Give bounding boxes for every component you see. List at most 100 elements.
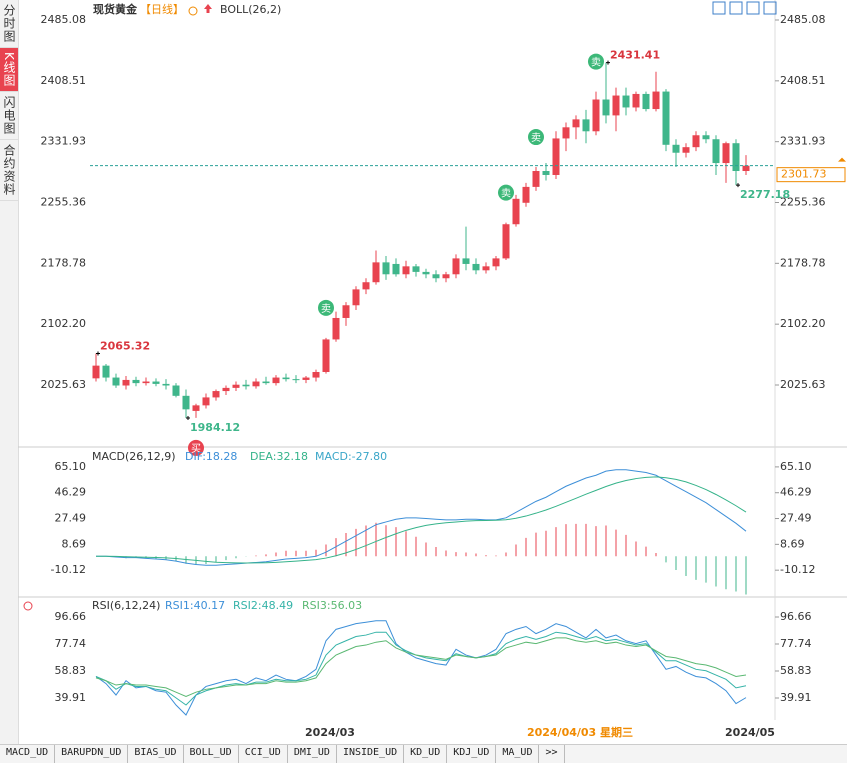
series-line	[96, 469, 747, 566]
y-tick-label: 46.29	[55, 486, 87, 499]
candle-body	[412, 266, 420, 272]
candle-body	[592, 99, 600, 132]
y-tick-label: 2331.93	[780, 135, 826, 148]
y-tick-label: 2102.20	[41, 317, 87, 330]
candle-body	[732, 143, 740, 172]
y-tick-label: -10.12	[51, 563, 86, 576]
macd-title: MACD(26,12,9)	[92, 450, 176, 463]
candle-body	[242, 384, 250, 387]
y-tick-label: 96.66	[55, 610, 87, 623]
candle-body	[542, 171, 550, 175]
candle-body	[382, 262, 390, 275]
candle-body	[282, 377, 290, 380]
icon[interactable]	[188, 6, 198, 16]
icon[interactable]	[23, 601, 33, 611]
candle-body	[332, 317, 340, 340]
current-price: 2301.73	[781, 168, 827, 181]
price-box	[776, 167, 846, 183]
indicator-tab[interactable]: INSIDE_UD	[337, 745, 405, 763]
indicator-tab[interactable]: KDJ_UD	[447, 745, 497, 763]
side-tab[interactable]: K线图	[0, 48, 18, 92]
y-tick-label: 2485.08	[780, 13, 826, 26]
annotation-marker	[96, 351, 100, 356]
chart-title: 现货黄金	[93, 2, 138, 16]
x-tick-label: 2024/04/03 星期三	[527, 725, 633, 739]
candle-body	[552, 138, 560, 175]
candle-body	[192, 405, 200, 411]
toolbar-icons[interactable]	[712, 1, 777, 15]
side-tab[interactable]: 闪电图	[0, 92, 18, 140]
y-tick-label: 58.83	[780, 664, 812, 677]
candle-body	[702, 135, 710, 140]
indicator-tab[interactable]: BARUPDN_UD	[55, 745, 129, 763]
indicator-tab[interactable]: MACD_UD	[0, 745, 56, 763]
candle-body	[312, 371, 320, 378]
candle-body	[622, 95, 630, 108]
chart: 现货黄金 【日线】 BOLL(26,2) MACD(26,12,9) RSI(6…	[18, 0, 847, 739]
indicator-tab[interactable]: DMI_UD	[288, 745, 337, 763]
annotation: 1984.12	[190, 421, 240, 434]
annotation: 2431.41	[610, 49, 660, 62]
period: 【日线】	[140, 2, 184, 16]
candle-body	[292, 379, 300, 381]
candle-body	[342, 305, 350, 318]
candle-body	[122, 379, 130, 386]
signal-label: 卖	[501, 188, 511, 200]
candle-body	[92, 365, 100, 379]
annotation-marker	[606, 60, 610, 65]
candle-body	[652, 91, 660, 110]
series-line	[95, 631, 747, 706]
candle-body	[452, 258, 460, 275]
signal-label: 买	[191, 443, 201, 455]
candle-body	[112, 377, 120, 386]
candle-body	[212, 391, 220, 398]
candle-body	[512, 198, 520, 225]
indicator-tab[interactable]: >>	[539, 745, 565, 763]
candle-body	[272, 377, 280, 384]
signal	[588, 53, 604, 70]
signal	[528, 129, 544, 146]
y-tick-label: 2408.51	[780, 74, 826, 87]
candle-body	[142, 381, 150, 384]
y-tick-label: 39.91	[780, 691, 812, 704]
candle-body	[322, 339, 330, 372]
candle-body	[482, 266, 490, 271]
indicator-tab[interactable]: MA_UD	[496, 745, 540, 763]
y-tick-label: 77.74	[55, 637, 87, 650]
y-tick-label: 27.49	[55, 512, 87, 525]
candle-body	[372, 262, 380, 283]
candle-body	[462, 258, 470, 264]
series-line	[95, 637, 747, 697]
annotation: 2277.18	[740, 188, 790, 201]
candle-body	[492, 258, 500, 267]
tab-bar: MACD_UD BARUPDN_UD BIAS_UD BOLL_UD CCI_UD DMI…	[0, 744, 847, 763]
indicator-tab[interactable]: BOLL_UD	[184, 745, 239, 763]
y-tick-label: 2331.93	[41, 135, 87, 148]
x-tick-label: 2024/03	[305, 726, 355, 739]
candle-body	[222, 387, 230, 392]
signal-label: 卖	[321, 303, 331, 315]
y-tick-label: 2025.63	[41, 378, 87, 391]
candle-body	[692, 135, 700, 148]
indicator-tab[interactable]: BIAS_UD	[128, 745, 184, 763]
candle-body	[612, 95, 620, 116]
legend-entry: MACD:-27.80	[315, 450, 387, 463]
candle-body	[662, 91, 670, 145]
side-tab[interactable]: 合约资料	[0, 140, 18, 201]
y-tick-label: 2025.63	[780, 378, 826, 391]
candle-body	[202, 397, 210, 406]
indicator-tab[interactable]: CCI_UD	[239, 745, 288, 763]
signal-label: 卖	[591, 57, 601, 69]
y-tick-label: 65.10	[55, 460, 87, 473]
side-tab[interactable]: 分时图	[0, 0, 18, 48]
indicator-tab[interactable]: KD_UD	[404, 745, 448, 763]
icon[interactable]	[204, 4, 212, 13]
price-arrow	[838, 157, 846, 162]
candle-body	[352, 289, 360, 306]
y-tick-label: 27.49	[780, 512, 812, 525]
candle-body	[102, 365, 110, 378]
candle-body	[172, 385, 180, 396]
signal	[498, 184, 514, 201]
signal	[188, 439, 204, 456]
